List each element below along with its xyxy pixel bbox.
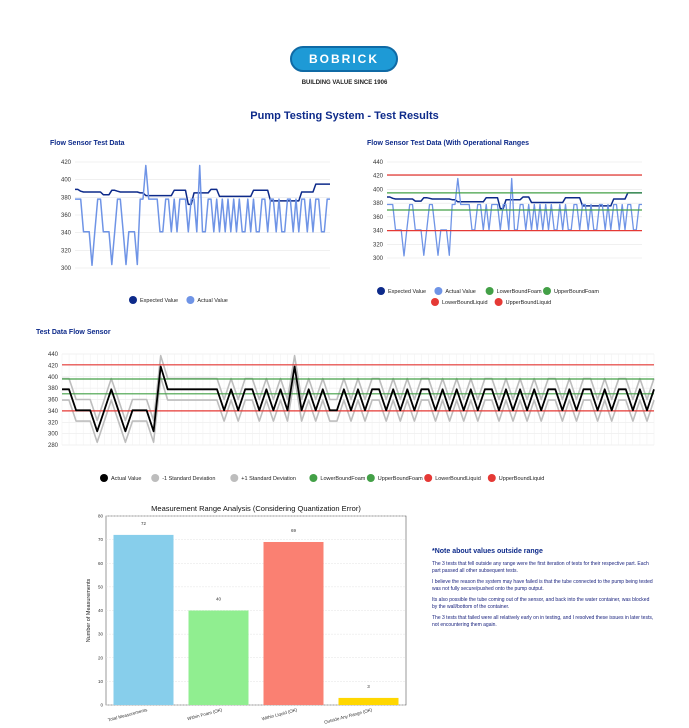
legend-label: Actual Value [111,476,141,482]
bar-value-label: 72 [141,521,147,526]
y-tick-label: 340 [48,409,59,415]
y-tick-label: 340 [61,231,72,237]
x-tick-label: Total Measurements [107,707,148,723]
legend-label: UpperBoundLiquid [499,476,545,482]
y-tick-label: 300 [61,266,72,272]
note-panel: *Note about values outside range The 3 t… [432,548,654,633]
y-tick-label: 20 [98,655,104,660]
flow-sensor-chart: 300 320 340 360 380 400 420 Expected Value Actua… [61,160,330,304]
y-tick-label: 30 [98,632,104,637]
legend-label: LowerBoundFoam [320,476,365,482]
y-tick-label: 420 [373,174,384,180]
x-tick-label: Within Liquid (OK) [261,707,298,721]
legend-label: LowerBoundLiquid [435,476,481,482]
flow-sensor-ranges-chart: 300 320 340 360 380 400 420 440 Expected Value Ac… [373,160,642,306]
y-tick-label: 50 [98,584,104,589]
y-tick-label: 400 [61,178,72,184]
y-tick-label: 440 [48,352,59,358]
series-line--1-standard-deviation [62,376,655,443]
y-tick-label: 420 [61,160,72,166]
bar-value-label: 40 [216,597,222,602]
bar [263,541,324,705]
legend-swatch [434,287,443,295]
legend-swatch [366,474,375,482]
x-tick-label: Outside Any Range (OK) [324,707,374,725]
y-tick-label: 380 [48,386,59,392]
series-line-expected-value [75,183,330,206]
note-paragraph: The 3 tests that failed were all relativ… [432,615,654,628]
legend-label: UpperBoundFoam [378,476,423,482]
legend-swatch [424,474,433,482]
note-title: *Note about values outside range [432,548,543,555]
legend-label: -1 Standard Deviation [162,476,215,482]
logo-tagline: BUILDING VALUE SINCE 1906 [301,80,388,86]
y-tick-label: 320 [61,248,72,254]
series-line-actual-value [75,164,330,267]
x-tick-label: Within Foam (OK) [187,707,224,721]
legend-label: UpperBoundLiquid [506,300,552,306]
legend-swatch [151,474,160,482]
chart1-title: Flow Sensor Test Data [50,140,125,147]
measurement-range-bar-chart: Measurement Range Analysis (Considering … [86,504,407,725]
legend-swatch [129,296,137,304]
y-tick-label: 320 [373,242,384,248]
legend-label: Actual Value [445,289,475,295]
y-tick-label: 440 [373,160,384,166]
bar-value-label: 69 [291,528,297,533]
legend-swatch [186,296,195,304]
y-tick-label: 300 [48,432,59,438]
bar-chart-title: Measurement Range Analysis (Considering … [151,504,361,513]
legend-label: LowerBoundLiquid [442,300,488,306]
legend-label: UpperBoundFoam [554,289,599,295]
y-tick-label: 60 [98,561,104,566]
y-axis-label: Number of Measurements [86,578,92,642]
y-tick-label: 70 [98,537,104,542]
y-tick-label: 380 [373,201,384,207]
legend-label: Expected Value [140,298,178,304]
bar-value-label: 3 [367,684,370,689]
y-tick-label: 360 [48,398,59,404]
y-tick-label: 400 [48,375,59,381]
legend-label: +1 Standard Deviation [241,476,296,482]
legend-swatch [431,298,439,306]
legend-swatch [377,287,385,295]
note-paragraph: I believe the reason the system may have… [432,579,653,592]
legend-swatch [494,298,503,306]
y-tick-label: 360 [373,215,384,221]
legend-swatch [543,287,551,295]
note-paragraph: The 3 tests that fell outside any range … [432,561,649,574]
y-tick-label: 300 [373,256,384,262]
y-tick-label: 400 [373,187,384,193]
legend-label: Expected Value [388,289,426,295]
bar [338,697,399,705]
legend-swatch [100,474,108,482]
test-data-flow-chart: 280 300 320 340 360 380 400 420 440 Actual Value -… [48,352,655,482]
legend-label: LowerBoundFoam [497,289,542,295]
y-tick-label: 0 [100,703,103,708]
note-paragraph: Its also possible the tube coming out of… [432,597,650,610]
legend-swatch [487,474,496,482]
y-tick-label: 10 [98,679,104,684]
y-tick-label: 360 [61,213,72,219]
y-tick-label: 80 [98,514,104,519]
y-tick-label: 380 [61,195,72,201]
legend-swatch [309,474,318,482]
legend-swatch [485,287,494,295]
legend-swatch [230,474,239,482]
bobrick-logo: BOBRICK [290,46,398,72]
y-tick-label: 280 [48,443,59,449]
chart3-title: Test Data Flow Sensor [36,329,111,336]
y-tick-label: 320 [48,420,59,426]
legend-label: Actual Value [197,298,227,304]
y-tick-label: 340 [373,229,384,235]
bar [113,534,174,705]
chart2-title: Flow Sensor Test Data (With Operational … [367,140,529,147]
series-line-actual-value [62,365,655,433]
series-line-actual-value [387,177,642,257]
y-tick-label: 40 [98,608,104,613]
series-line-expected-value [387,192,642,210]
bar [188,610,249,705]
y-tick-label: 420 [48,363,59,369]
page-title: Pump Testing System - Test Results [250,110,439,122]
